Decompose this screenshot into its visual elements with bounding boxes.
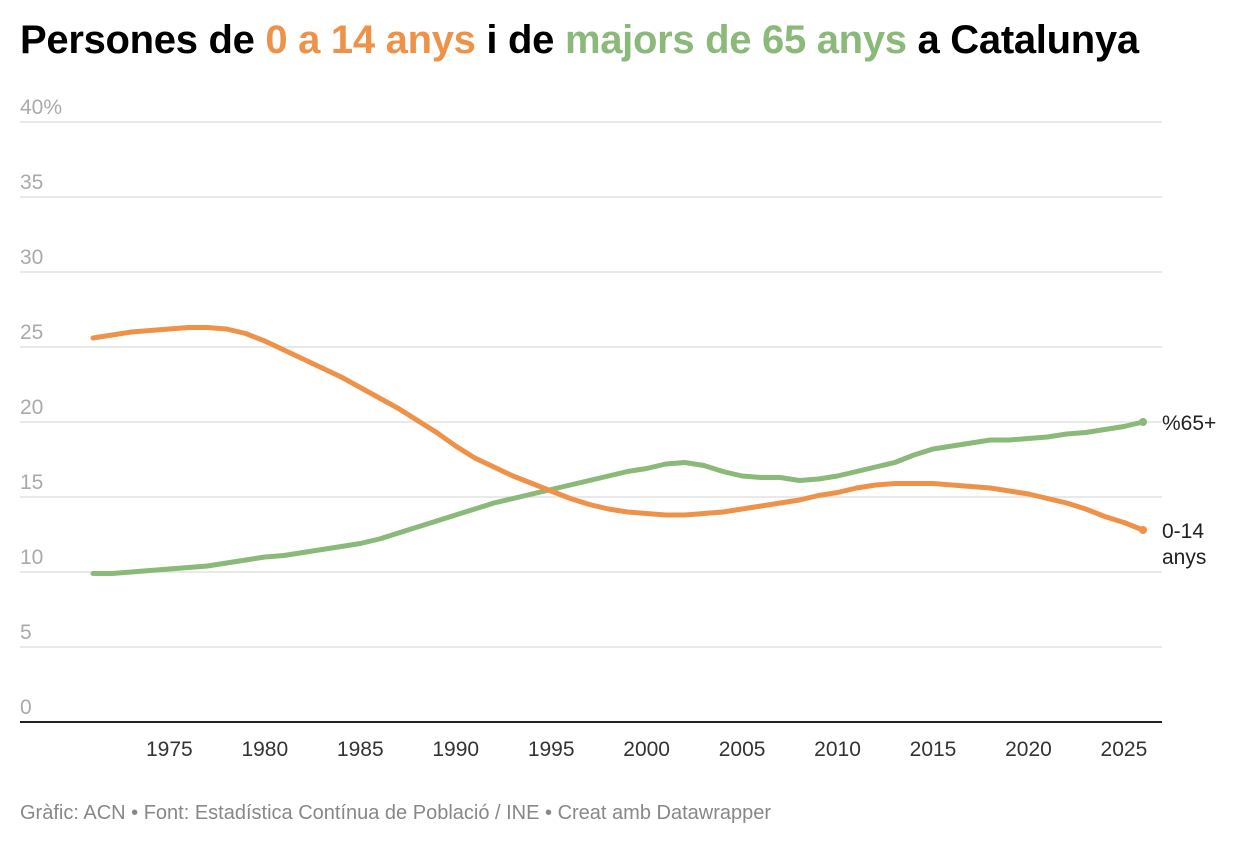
y-tick-label: 20 <box>20 396 43 419</box>
series-label-young: anys <box>1162 546 1206 569</box>
x-tick-label: 2005 <box>719 738 766 761</box>
y-tick-label: 0 <box>20 696 32 719</box>
series-end-point-young <box>1139 526 1147 534</box>
grid-layer <box>20 121 1162 723</box>
x-axis-ticks: 1975 1980 1985 1990 1995 2000 2005 2010 2015 2020… <box>146 738 1147 761</box>
series-label-young: 0-14 <box>1162 520 1204 543</box>
y-tick-label: 15 <box>20 471 43 494</box>
chart-title: Persones de 0 a 14 anys i de majors de 6… <box>20 18 1139 63</box>
x-tick-label: 2025 <box>1101 738 1148 761</box>
title-part-3: a Catalunya <box>906 18 1140 62</box>
x-tick-label: 2020 <box>1005 738 1052 761</box>
x-tick-label: 2000 <box>623 738 670 761</box>
title-part-2: i de <box>475 18 565 62</box>
title-part-1: Persones de <box>20 18 266 62</box>
series-line-old <box>90 419 1146 576</box>
footer-credits: Gràfic: ACN • Font: Estadística Contínua… <box>20 802 772 824</box>
title-highlight-young: 0 a 14 anys <box>265 18 476 62</box>
series-labels: %65+ 0-14 anys <box>1162 412 1216 569</box>
x-tick-label: 1985 <box>337 738 384 761</box>
x-tick-label: 1995 <box>528 738 575 761</box>
y-axis-ticks: 0 5 10 15 20 25 30 35 40% <box>20 96 62 719</box>
series-line-young <box>90 325 1146 533</box>
x-tick-label: 1980 <box>241 738 288 761</box>
series-label-old: %65+ <box>1162 412 1216 435</box>
series-layer <box>90 325 1147 576</box>
x-tick-label: 2010 <box>814 738 861 761</box>
y-tick-label: 30 <box>20 246 43 269</box>
y-tick-label: 25 <box>20 321 43 344</box>
x-tick-label: 1975 <box>146 738 193 761</box>
series-end-point-old <box>1139 418 1147 426</box>
y-tick-label: 5 <box>20 621 32 644</box>
title-highlight-old: majors de 65 anys <box>564 18 907 62</box>
y-tick-label: 40% <box>20 96 62 119</box>
y-tick-label: 35 <box>20 171 43 194</box>
y-tick-label: 10 <box>20 546 43 569</box>
x-tick-label: 1990 <box>432 738 479 761</box>
x-tick-label: 2015 <box>910 738 957 761</box>
